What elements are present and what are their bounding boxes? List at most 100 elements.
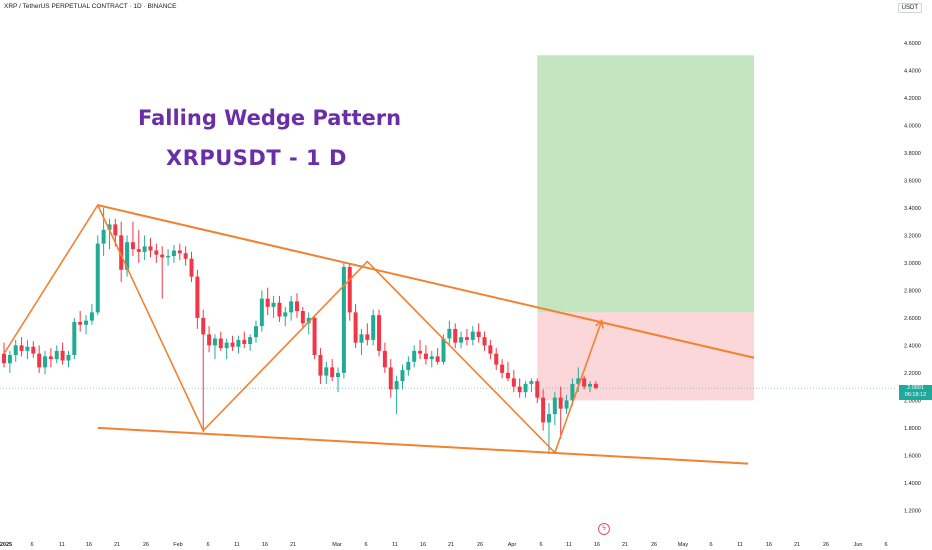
x-tick-label: 2025 xyxy=(0,542,12,548)
y-tick-label: 2.0000 xyxy=(904,398,921,404)
candle-body xyxy=(119,235,124,270)
candle-body xyxy=(582,378,587,387)
candle-body xyxy=(570,383,575,401)
candle-body xyxy=(160,254,165,258)
pattern-title-annotation: Falling Wedge Pattern xyxy=(138,106,402,130)
candle-body xyxy=(78,322,83,325)
candle-body xyxy=(435,356,440,362)
candle-body xyxy=(382,350,387,368)
candle-body xyxy=(101,229,106,244)
candle-body xyxy=(224,342,229,349)
x-tick-label: Apr xyxy=(508,542,517,548)
x-tick-label: 21 xyxy=(622,542,628,548)
y-tick-label: 1.6000 xyxy=(904,453,921,459)
candle-body xyxy=(271,302,276,307)
y-tick-label: 4.4000 xyxy=(904,68,921,74)
candle-body xyxy=(2,353,6,364)
x-tick-label: 11 xyxy=(234,542,240,548)
y-tick-label: 1.4000 xyxy=(904,481,921,487)
x-tick-label: 21 xyxy=(114,542,120,548)
candle-body xyxy=(207,334,212,346)
y-tick-label: 3.6000 xyxy=(904,178,921,184)
candle-body xyxy=(593,383,598,388)
candle-body xyxy=(148,246,153,251)
candle-body xyxy=(365,334,370,340)
candle-body xyxy=(48,356,53,360)
candle-body xyxy=(453,328,458,343)
candle-body xyxy=(588,383,592,387)
x-tick-label: 26 xyxy=(823,542,829,548)
candle-body xyxy=(482,337,487,346)
y-tick-label: 3.8000 xyxy=(904,151,921,157)
symbol-title: XRP / TetherUS PERPETUAL CONTRACT · 1D ·… xyxy=(4,3,177,10)
candle-body xyxy=(564,400,569,409)
candle-body xyxy=(371,315,376,340)
upper-wedge-line xyxy=(97,204,755,359)
x-tick-label: 11 xyxy=(566,542,572,548)
y-tick-label: 4.0000 xyxy=(904,123,921,129)
x-tick-label: 6 xyxy=(364,542,367,548)
x-tick-label: 16 xyxy=(420,542,426,548)
arrow-head xyxy=(595,319,604,329)
candle-body xyxy=(265,298,270,307)
candle-body xyxy=(541,397,546,423)
candle-body xyxy=(324,367,329,376)
candle-body xyxy=(558,397,563,409)
x-tick-label: 16 xyxy=(594,542,600,548)
y-tick-label: 3.2000 xyxy=(904,233,921,239)
x-tick-label: 6 xyxy=(884,542,887,548)
candle-body xyxy=(441,338,446,362)
lower-wedge-line xyxy=(97,426,749,465)
candle-body xyxy=(201,317,206,335)
candle-body xyxy=(259,298,264,327)
x-tick-label: 11 xyxy=(737,542,743,548)
candle-body xyxy=(72,322,77,355)
candle-body xyxy=(189,258,194,277)
last-price-value: 2.0891 xyxy=(907,385,924,391)
x-tick-label: 11 xyxy=(59,542,65,548)
candle-body xyxy=(230,342,235,347)
y-tick-label: 2.6000 xyxy=(904,316,921,322)
candle-body xyxy=(43,356,48,368)
candle-body xyxy=(125,242,130,270)
candle-body xyxy=(576,378,581,384)
x-tick-label: May xyxy=(678,542,689,548)
candle-body xyxy=(84,320,89,325)
x-tick-label: 26 xyxy=(143,542,149,548)
symbol-timeframe-annotation: XRPUSDT - 1 D xyxy=(166,146,347,170)
candle-body xyxy=(218,338,223,349)
x-tick-label: 21 xyxy=(290,542,296,548)
candle-body xyxy=(400,370,405,382)
x-tick-label: Jun xyxy=(854,542,863,548)
zigzag-line xyxy=(3,203,603,455)
x-tick-label: 6 xyxy=(709,542,712,548)
candle-body xyxy=(529,381,534,384)
candle-body xyxy=(517,386,522,393)
candle-body xyxy=(341,267,346,373)
candle-body xyxy=(236,339,241,347)
candle-body xyxy=(336,372,341,377)
candle-body xyxy=(95,243,100,313)
candle-body xyxy=(107,224,112,230)
candle-body xyxy=(306,317,311,324)
currency-label[interactable]: USDT xyxy=(897,3,922,13)
candle-body xyxy=(377,315,382,351)
last-price-tag: 2.0891 06:18:12 xyxy=(899,385,932,400)
candle-body xyxy=(171,250,176,256)
x-tick-label: Feb xyxy=(173,542,182,548)
candle-body xyxy=(429,356,434,360)
candle-body xyxy=(359,334,364,343)
x-tick-label: Mar xyxy=(332,542,342,548)
x-tick-label: 21 xyxy=(794,542,800,548)
lightning-bolt-icon[interactable]: ϟ xyxy=(598,523,610,535)
y-tick-label: 3.0000 xyxy=(904,261,921,267)
candle-body xyxy=(183,253,188,259)
candle-body xyxy=(470,331,475,340)
candle-body xyxy=(177,250,182,254)
candle-body xyxy=(394,381,399,390)
candle-body xyxy=(406,361,411,371)
candle-body xyxy=(500,364,505,373)
stop-zone xyxy=(537,312,755,401)
